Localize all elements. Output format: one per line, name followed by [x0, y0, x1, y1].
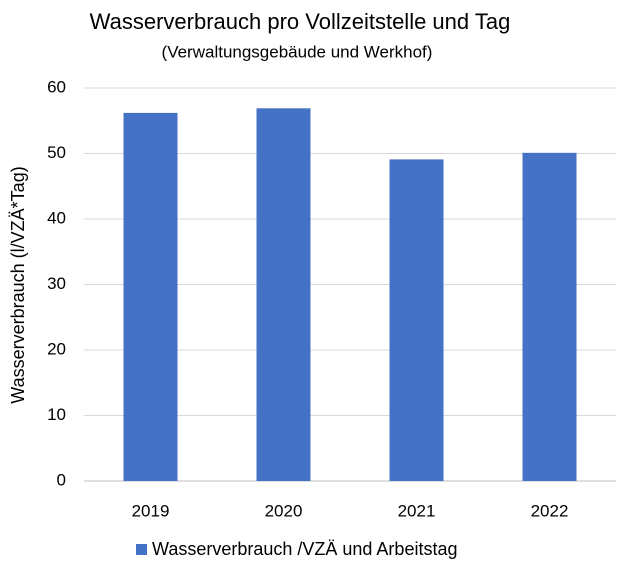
legend-swatch — [136, 544, 147, 555]
x-tick-label: 2019 — [132, 501, 170, 520]
bar — [256, 108, 311, 482]
legend-label: Wasserverbrauch /VZÄ und Arbeitstag — [152, 539, 457, 559]
y-axis-label: Wasserverbrauch (l/VZÄ*Tag) — [8, 166, 28, 403]
y-tick-label: 0 — [57, 470, 66, 489]
bar — [389, 159, 444, 481]
y-tick-label: 60 — [47, 77, 66, 96]
y-tick-label: 50 — [47, 143, 66, 162]
x-tick-label: 2020 — [265, 501, 303, 520]
bar — [522, 152, 577, 481]
chart-subtitle: (Verwaltungsgebäude und Werkhof) — [162, 42, 433, 61]
x-tick-label: 2021 — [398, 501, 436, 520]
y-tick-label: 10 — [47, 405, 66, 424]
x-tick-label: 2022 — [531, 501, 569, 520]
chart-title: Wasserverbrauch pro Vollzeitstelle und T… — [90, 9, 511, 34]
y-tick-label: 20 — [47, 339, 66, 358]
y-tick-label: 40 — [47, 208, 66, 227]
y-tick-label: 30 — [47, 274, 66, 293]
bar — [123, 112, 178, 481]
